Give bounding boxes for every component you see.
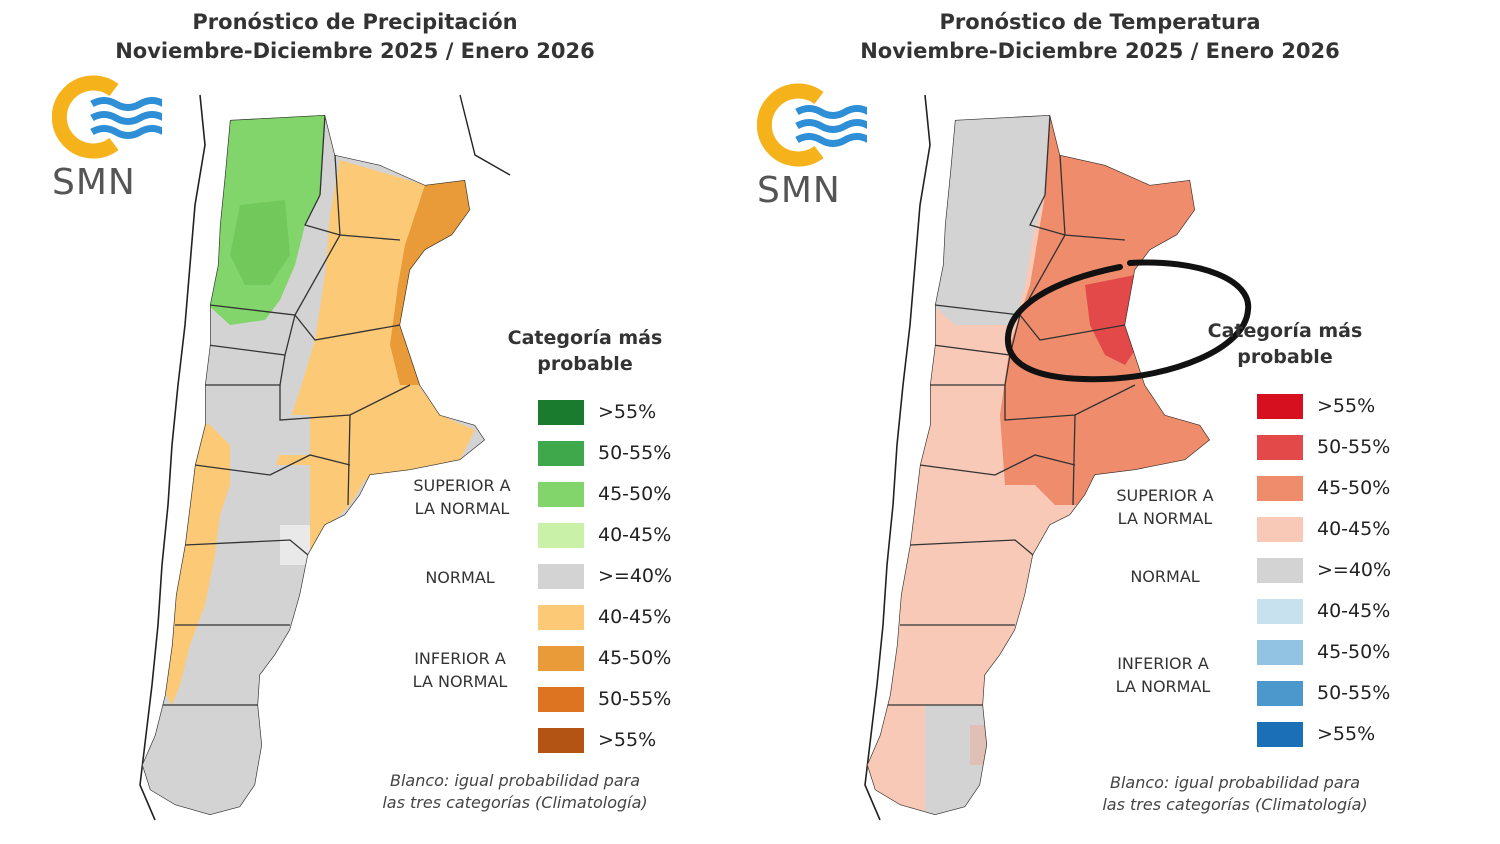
legend-label: 45-50% xyxy=(1317,477,1391,499)
legend-title-line-2: probable xyxy=(1237,346,1333,368)
legend-label: >=40% xyxy=(598,565,673,587)
legend-label: 45-50% xyxy=(598,483,672,505)
legend-swatch xyxy=(1257,722,1303,747)
legend-swatch xyxy=(1257,640,1303,665)
group-below-line-1: INFERIOR A xyxy=(414,649,506,668)
legend-title-line-2: probable xyxy=(537,353,633,375)
smn-logo-text: SMN xyxy=(757,170,841,211)
precipitation-title: Pronóstico de Precipitación Noviembre-Di… xyxy=(0,8,710,66)
annotation-circle xyxy=(1004,259,1252,383)
legend-swatch xyxy=(1257,435,1303,460)
footnote-line-2: las tres categorías (Climatología) xyxy=(1102,795,1368,814)
precipitation-panel: Pronóstico de Precipitación Noviembre-Di… xyxy=(0,0,740,844)
legend-title: Categoría más probable xyxy=(485,325,685,377)
legend-label: 40-45% xyxy=(598,524,672,546)
legend-title: Categoría más probable xyxy=(1185,318,1385,370)
smn-logo-icon xyxy=(756,83,871,167)
legend-label: 40-45% xyxy=(1317,600,1391,622)
legend-label: 50-55% xyxy=(598,442,672,464)
temperature-map xyxy=(864,94,1210,821)
legend-swatch xyxy=(538,523,584,548)
legend-swatch xyxy=(1257,394,1303,419)
legend-label: 50-55% xyxy=(598,688,672,710)
legend-swatch xyxy=(538,687,584,712)
group-normal: NORMAL xyxy=(1130,567,1200,586)
legend-label: 50-55% xyxy=(1317,682,1391,704)
legend-label: 45-50% xyxy=(1317,641,1391,663)
group-normal: NORMAL xyxy=(425,568,495,587)
group-below-line-1: INFERIOR A xyxy=(1117,654,1209,673)
legend-swatch xyxy=(1257,558,1303,583)
legend-swatch xyxy=(1257,517,1303,542)
group-above-line-1: SUPERIOR A xyxy=(413,476,511,495)
footnote: Blanco: igual probabilidad para las tres… xyxy=(355,770,675,814)
group-above-normal: SUPERIOR A LA NORMAL xyxy=(392,474,532,520)
legend-label: >55% xyxy=(1317,395,1376,417)
precipitation-map xyxy=(139,94,511,821)
legend-label: 50-55% xyxy=(1317,436,1391,458)
legend-swatch xyxy=(538,400,584,425)
legend-swatch xyxy=(538,605,584,630)
title-line-1: Pronóstico de Temperatura xyxy=(939,10,1261,34)
group-below-normal: INFERIOR A LA NORMAL xyxy=(1093,652,1233,698)
temperature-panel: Pronóstico de Temperatura Noviembre-Dici… xyxy=(745,0,1485,844)
legend-swatch xyxy=(538,646,584,671)
title-line-2: Noviembre-Diciembre 2025 / Enero 2026 xyxy=(860,39,1340,63)
footnote: Blanco: igual probabilidad para las tres… xyxy=(1075,772,1395,816)
title-line-1: Pronóstico de Precipitación xyxy=(192,10,518,34)
legend-swatch xyxy=(1257,681,1303,706)
legend-label: >=40% xyxy=(1317,559,1392,581)
temperature-title: Pronóstico de Temperatura Noviembre-Dici… xyxy=(745,8,1455,66)
footnote-line-2: las tres categorías (Climatología) xyxy=(382,793,648,812)
group-above-line-1: SUPERIOR A xyxy=(1116,486,1214,505)
legend-swatch xyxy=(538,441,584,466)
group-above-line-2: LA NORMAL xyxy=(414,499,510,518)
legend-label: 45-50% xyxy=(598,647,672,669)
smn-logo: SMN xyxy=(756,80,871,215)
smn-logo: SMN xyxy=(51,72,166,207)
group-below-line-2: LA NORMAL xyxy=(1115,677,1211,696)
legend-label: >55% xyxy=(598,729,657,751)
legend-title-line-1: Categoría más xyxy=(507,327,663,349)
smn-logo-text: SMN xyxy=(52,162,136,203)
legend-label: 40-45% xyxy=(598,606,672,628)
legend-swatch xyxy=(538,564,584,589)
legend-label: >55% xyxy=(1317,723,1376,745)
footnote-line-1: Blanco: igual probabilidad para xyxy=(389,771,641,790)
legend-swatch xyxy=(538,728,584,753)
legend-swatch xyxy=(538,482,584,507)
title-line-2: Noviembre-Diciembre 2025 / Enero 2026 xyxy=(115,39,595,63)
legend-swatch xyxy=(1257,599,1303,624)
group-below-line-2: LA NORMAL xyxy=(412,672,508,691)
legend-label: >55% xyxy=(598,401,657,423)
group-below-normal: INFERIOR A LA NORMAL xyxy=(390,647,530,693)
group-above-line-2: LA NORMAL xyxy=(1117,509,1213,528)
smn-logo-icon xyxy=(51,75,166,159)
legend-swatch xyxy=(1257,476,1303,501)
footnote-line-1: Blanco: igual probabilidad para xyxy=(1109,773,1361,792)
legend-title-line-1: Categoría más xyxy=(1207,320,1363,342)
legend-label: 40-45% xyxy=(1317,518,1391,540)
group-above-normal: SUPERIOR A LA NORMAL xyxy=(1095,484,1235,530)
